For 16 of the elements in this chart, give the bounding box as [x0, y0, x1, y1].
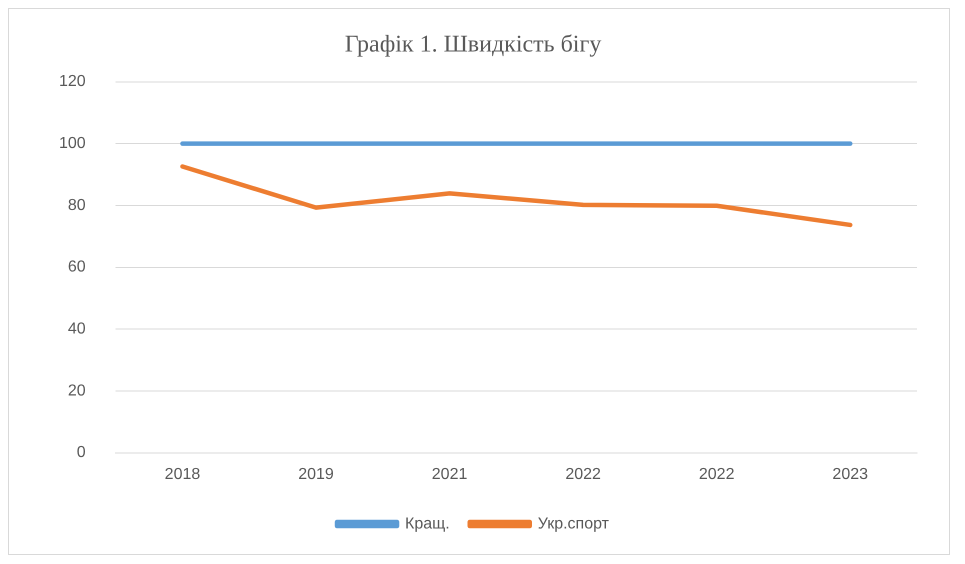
y-tick-label: 0 [76, 444, 86, 462]
y-tick-label: 20 [68, 382, 86, 400]
legend-label: Укр.спорт [538, 515, 610, 532]
y-tick-label: 100 [58, 135, 86, 152]
legend-label: Кращ. [405, 515, 450, 532]
x-tick-label: 2019 [298, 466, 334, 483]
x-tick-label: 2023 [832, 466, 868, 483]
y-tick-label: 60 [68, 258, 86, 276]
y-tick-label: 40 [68, 320, 86, 338]
x-tick-label: 2022 [565, 466, 602, 483]
y-tick-label: 120 [58, 73, 86, 90]
chart-title: Графік 1. Швидкість бігу [344, 32, 602, 58]
x-tick-label: 2022 [698, 466, 735, 483]
y-tick-label: 80 [68, 196, 86, 214]
x-tick-label: 2018 [164, 466, 200, 483]
x-tick-label: 2021 [432, 466, 468, 483]
